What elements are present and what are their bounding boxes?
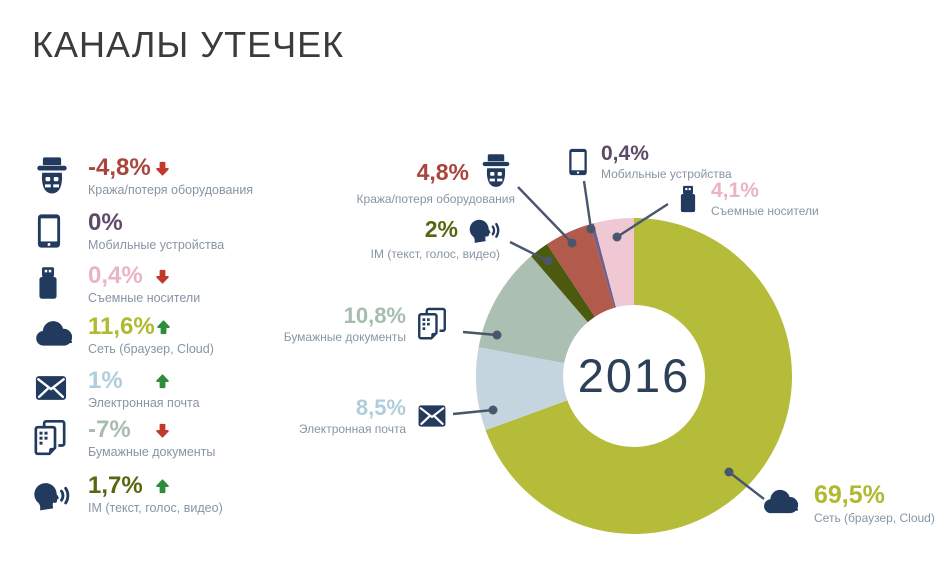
documents-icon: [414, 306, 450, 342]
callout-label: Сеть (браузер, Cloud): [814, 511, 935, 525]
legend-row-theft: -4,8% Кража/потеря оборудования: [30, 156, 253, 198]
callout-network: 69,5% Сеть (браузер, Cloud): [758, 481, 935, 525]
tablet-icon: [563, 146, 593, 178]
legend-label: Сеть (браузер, Cloud): [88, 342, 214, 356]
callout-value: 2%: [424, 215, 458, 242]
legend-value: -7%: [88, 416, 131, 443]
legend-value: 11,6%: [88, 313, 155, 340]
callout-mobile: 0,4% Мобильные устройства: [563, 142, 732, 181]
callout-label: Бумажные документы: [283, 330, 406, 344]
callout-label: Съемные носители: [711, 204, 819, 218]
callout-im: 2% IM (текст, голос, видео): [370, 212, 500, 262]
legend-value: 1%: [88, 367, 123, 394]
legend-value: 1,7%: [88, 472, 143, 499]
callout-label: Электронная почта: [298, 422, 406, 436]
callout-value: 4,1%: [711, 179, 759, 202]
legend-value: 0%: [88, 209, 123, 236]
legend-row-im: 1,7% IM (текст, голос, видео): [30, 474, 223, 515]
legend-row-mobile: 0% Мобильные устройства: [30, 211, 224, 252]
legend-label: Электронная почта: [88, 396, 200, 410]
page-title: КАНАЛЫ УТЕЧЕК: [32, 24, 345, 65]
legend-label: Кража/потеря оборудования: [88, 183, 254, 197]
callout-value: 4,8%: [416, 158, 469, 185]
callout-usb: 4,1% Съемные носители: [673, 179, 819, 218]
callout-value: 10,8%: [343, 303, 406, 328]
legend-label: Бумажные документы: [88, 445, 216, 459]
legend-row-paper: -7% Бумажные документы: [30, 418, 215, 459]
cloud-icon: [758, 484, 802, 522]
legend-value: -4,8%: [88, 154, 151, 181]
callout-value: 0,4%: [601, 142, 649, 165]
callout-label: Мобильные устройства: [601, 167, 732, 181]
legend-row-usb: 0,4% Съемные носители: [30, 264, 200, 305]
legend-row-network: 11,6% Сеть (браузер, Cloud): [30, 315, 214, 356]
envelope-icon: [414, 399, 450, 433]
legend-label: Съемные носители: [88, 291, 201, 305]
callout-email: 8,5% Электронная почта: [299, 395, 450, 436]
callout-label: IM (текст, голос, видео): [370, 247, 500, 261]
callout-theft: 4,8% Кража/потеря оборудования: [357, 153, 515, 206]
speaking-head-icon: [466, 212, 500, 246]
legend-label: Мобильные устройства: [88, 238, 225, 252]
thief-icon: [477, 153, 515, 191]
legend-label: IM (текст, голос, видео): [88, 501, 223, 515]
callout-value: 8,5%: [355, 395, 406, 420]
legend-value: 0,4%: [88, 262, 143, 289]
usb-icon: [673, 183, 703, 215]
legend-row-email: 1% Электронная почта: [30, 369, 200, 410]
callout-label: Кража/потеря оборудования: [356, 192, 515, 206]
callout-value: 69,5%: [814, 481, 885, 509]
callout-paper: 10,8% Бумажные документы: [284, 303, 450, 344]
chart-center-year: 2016: [577, 349, 691, 402]
